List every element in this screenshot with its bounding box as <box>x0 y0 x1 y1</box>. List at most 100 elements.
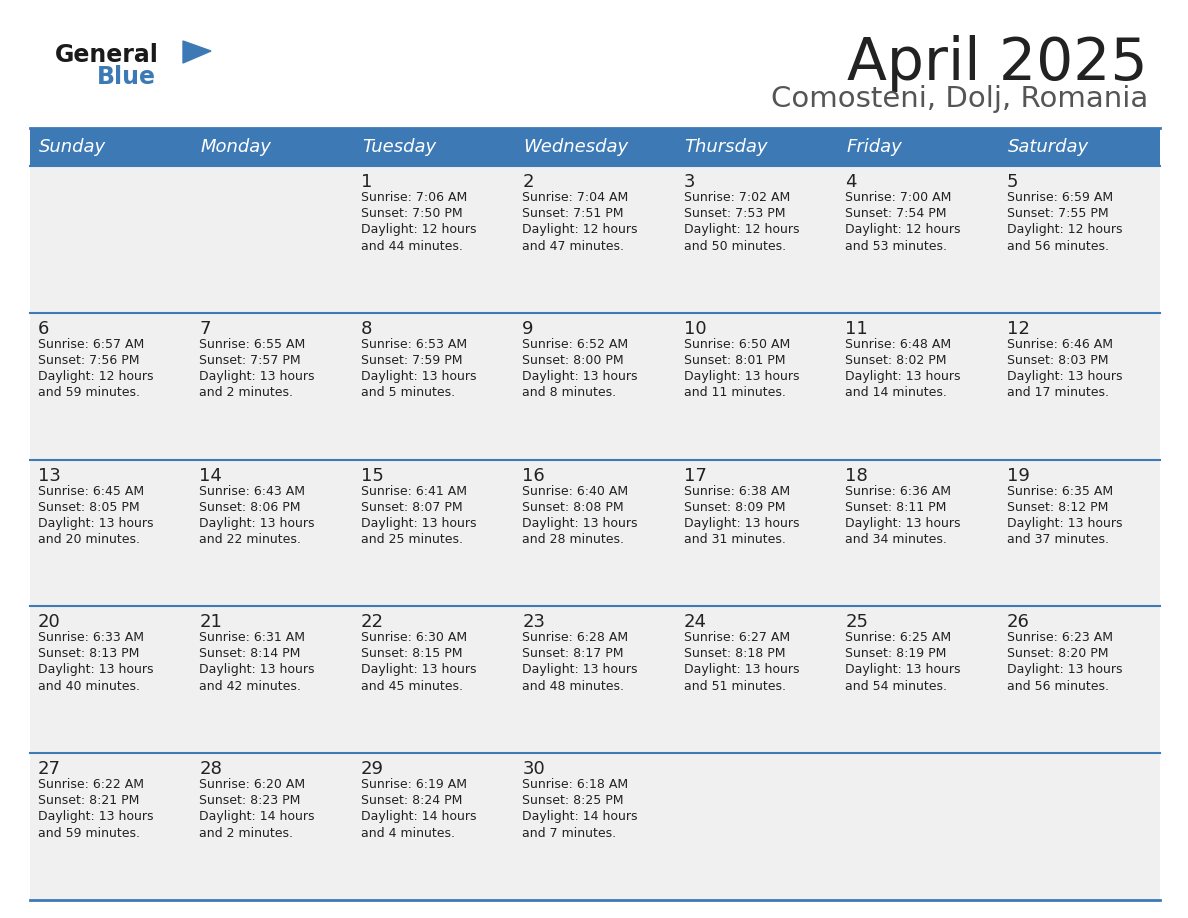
Text: Daylight: 13 hours
and 56 minutes.: Daylight: 13 hours and 56 minutes. <box>1006 664 1123 693</box>
Text: Sunset: 7:54 PM: Sunset: 7:54 PM <box>845 207 947 220</box>
Text: 10: 10 <box>684 319 707 338</box>
Text: Sunrise: 6:43 AM: Sunrise: 6:43 AM <box>200 485 305 498</box>
Text: 21: 21 <box>200 613 222 632</box>
Text: Daylight: 14 hours
and 4 minutes.: Daylight: 14 hours and 4 minutes. <box>361 811 476 840</box>
Text: 30: 30 <box>523 760 545 778</box>
Text: Friday: Friday <box>846 138 902 156</box>
Text: General: General <box>55 43 159 67</box>
Text: Sunset: 8:05 PM: Sunset: 8:05 PM <box>38 500 140 513</box>
Text: Sunset: 8:09 PM: Sunset: 8:09 PM <box>684 500 785 513</box>
Text: Daylight: 13 hours
and 17 minutes.: Daylight: 13 hours and 17 minutes. <box>1006 370 1123 399</box>
Text: Daylight: 12 hours
and 59 minutes.: Daylight: 12 hours and 59 minutes. <box>38 370 153 399</box>
Text: Sunset: 8:11 PM: Sunset: 8:11 PM <box>845 500 947 513</box>
Text: Daylight: 13 hours
and 45 minutes.: Daylight: 13 hours and 45 minutes. <box>361 664 476 693</box>
Text: 24: 24 <box>684 613 707 632</box>
Text: Sunset: 7:53 PM: Sunset: 7:53 PM <box>684 207 785 220</box>
Text: Sunrise: 6:53 AM: Sunrise: 6:53 AM <box>361 338 467 351</box>
Text: Sunrise: 6:18 AM: Sunrise: 6:18 AM <box>523 778 628 791</box>
Text: Sunrise: 6:27 AM: Sunrise: 6:27 AM <box>684 632 790 644</box>
Text: Sunrise: 6:57 AM: Sunrise: 6:57 AM <box>38 338 144 351</box>
Text: 1: 1 <box>361 173 372 191</box>
Text: Sunset: 8:02 PM: Sunset: 8:02 PM <box>845 353 947 367</box>
Text: Comosteni, Dolj, Romania: Comosteni, Dolj, Romania <box>771 85 1148 113</box>
Text: 15: 15 <box>361 466 384 485</box>
Text: Sunrise: 6:48 AM: Sunrise: 6:48 AM <box>845 338 952 351</box>
Text: 9: 9 <box>523 319 533 338</box>
Text: Sunset: 7:59 PM: Sunset: 7:59 PM <box>361 353 462 367</box>
Bar <box>514 128 676 166</box>
Text: Saturday: Saturday <box>1007 138 1088 156</box>
Text: Daylight: 13 hours
and 8 minutes.: Daylight: 13 hours and 8 minutes. <box>523 370 638 399</box>
Text: Sunset: 8:03 PM: Sunset: 8:03 PM <box>1006 353 1108 367</box>
Text: Daylight: 13 hours
and 54 minutes.: Daylight: 13 hours and 54 minutes. <box>845 664 961 693</box>
Text: Daylight: 13 hours
and 37 minutes.: Daylight: 13 hours and 37 minutes. <box>1006 517 1123 546</box>
Text: Daylight: 13 hours
and 42 minutes.: Daylight: 13 hours and 42 minutes. <box>200 664 315 693</box>
Bar <box>30 128 1159 900</box>
Text: Sunset: 8:25 PM: Sunset: 8:25 PM <box>523 794 624 807</box>
Text: Sunset: 7:50 PM: Sunset: 7:50 PM <box>361 207 462 220</box>
Text: Blue: Blue <box>97 65 156 89</box>
Text: 17: 17 <box>684 466 707 485</box>
Text: Sunset: 7:51 PM: Sunset: 7:51 PM <box>523 207 624 220</box>
Text: Daylight: 13 hours
and 51 minutes.: Daylight: 13 hours and 51 minutes. <box>684 664 800 693</box>
Text: Sunday: Sunday <box>39 138 106 156</box>
Text: Sunset: 8:23 PM: Sunset: 8:23 PM <box>200 794 301 807</box>
Text: 19: 19 <box>1006 466 1030 485</box>
Text: Sunrise: 7:02 AM: Sunrise: 7:02 AM <box>684 191 790 204</box>
Text: Sunset: 8:20 PM: Sunset: 8:20 PM <box>1006 647 1108 660</box>
Text: Sunrise: 6:41 AM: Sunrise: 6:41 AM <box>361 485 467 498</box>
Text: 3: 3 <box>684 173 695 191</box>
Text: 16: 16 <box>523 466 545 485</box>
Text: Daylight: 13 hours
and 11 minutes.: Daylight: 13 hours and 11 minutes. <box>684 370 800 399</box>
Text: Sunset: 8:24 PM: Sunset: 8:24 PM <box>361 794 462 807</box>
Text: Sunrise: 6:20 AM: Sunrise: 6:20 AM <box>200 778 305 791</box>
Text: Daylight: 13 hours
and 31 minutes.: Daylight: 13 hours and 31 minutes. <box>684 517 800 546</box>
Text: Daylight: 13 hours
and 25 minutes.: Daylight: 13 hours and 25 minutes. <box>361 517 476 546</box>
Bar <box>191 128 353 166</box>
Text: Sunrise: 6:36 AM: Sunrise: 6:36 AM <box>845 485 952 498</box>
Text: Daylight: 12 hours
and 50 minutes.: Daylight: 12 hours and 50 minutes. <box>684 223 800 252</box>
Text: Daylight: 13 hours
and 28 minutes.: Daylight: 13 hours and 28 minutes. <box>523 517 638 546</box>
Text: 22: 22 <box>361 613 384 632</box>
Text: Daylight: 13 hours
and 20 minutes.: Daylight: 13 hours and 20 minutes. <box>38 517 153 546</box>
Text: Sunset: 8:12 PM: Sunset: 8:12 PM <box>1006 500 1108 513</box>
Text: Daylight: 13 hours
and 14 minutes.: Daylight: 13 hours and 14 minutes. <box>845 370 961 399</box>
Text: Sunrise: 6:55 AM: Sunrise: 6:55 AM <box>200 338 305 351</box>
Text: 27: 27 <box>38 760 61 778</box>
Bar <box>838 128 999 166</box>
Text: Sunset: 8:00 PM: Sunset: 8:00 PM <box>523 353 624 367</box>
Text: Sunset: 8:06 PM: Sunset: 8:06 PM <box>200 500 301 513</box>
Text: Sunrise: 6:59 AM: Sunrise: 6:59 AM <box>1006 191 1113 204</box>
Text: 23: 23 <box>523 613 545 632</box>
Text: Daylight: 12 hours
and 56 minutes.: Daylight: 12 hours and 56 minutes. <box>1006 223 1123 252</box>
Text: 28: 28 <box>200 760 222 778</box>
Text: Sunset: 8:18 PM: Sunset: 8:18 PM <box>684 647 785 660</box>
Text: 5: 5 <box>1006 173 1018 191</box>
Text: Sunset: 8:17 PM: Sunset: 8:17 PM <box>523 647 624 660</box>
Text: April 2025: April 2025 <box>847 35 1148 92</box>
Text: Sunrise: 6:46 AM: Sunrise: 6:46 AM <box>1006 338 1113 351</box>
Text: Sunrise: 6:40 AM: Sunrise: 6:40 AM <box>523 485 628 498</box>
Bar <box>676 128 838 166</box>
Text: 6: 6 <box>38 319 50 338</box>
Text: Sunset: 7:56 PM: Sunset: 7:56 PM <box>38 353 139 367</box>
Text: Sunset: 8:15 PM: Sunset: 8:15 PM <box>361 647 462 660</box>
Text: 11: 11 <box>845 319 868 338</box>
Text: Daylight: 13 hours
and 34 minutes.: Daylight: 13 hours and 34 minutes. <box>845 517 961 546</box>
Text: 14: 14 <box>200 466 222 485</box>
Text: Sunrise: 6:25 AM: Sunrise: 6:25 AM <box>845 632 952 644</box>
Text: Daylight: 13 hours
and 48 minutes.: Daylight: 13 hours and 48 minutes. <box>523 664 638 693</box>
Text: Sunset: 8:21 PM: Sunset: 8:21 PM <box>38 794 139 807</box>
Text: Sunrise: 6:31 AM: Sunrise: 6:31 AM <box>200 632 305 644</box>
Text: Daylight: 13 hours
and 2 minutes.: Daylight: 13 hours and 2 minutes. <box>200 370 315 399</box>
Text: Sunset: 7:55 PM: Sunset: 7:55 PM <box>1006 207 1108 220</box>
Text: 18: 18 <box>845 466 868 485</box>
Text: Thursday: Thursday <box>684 138 769 156</box>
Text: Sunset: 8:08 PM: Sunset: 8:08 PM <box>523 500 624 513</box>
Polygon shape <box>183 41 211 63</box>
Text: Sunset: 8:13 PM: Sunset: 8:13 PM <box>38 647 139 660</box>
Text: Daylight: 13 hours
and 59 minutes.: Daylight: 13 hours and 59 minutes. <box>38 811 153 840</box>
Text: Sunset: 8:14 PM: Sunset: 8:14 PM <box>200 647 301 660</box>
Text: Daylight: 14 hours
and 7 minutes.: Daylight: 14 hours and 7 minutes. <box>523 811 638 840</box>
Text: 4: 4 <box>845 173 857 191</box>
